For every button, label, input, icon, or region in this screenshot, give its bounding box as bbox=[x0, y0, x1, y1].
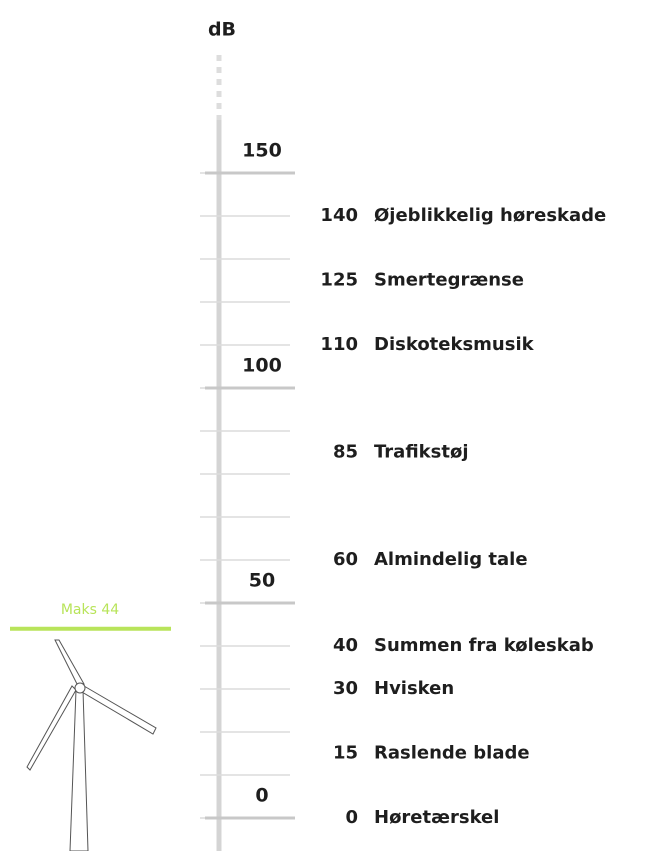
level-value: 40 bbox=[333, 635, 358, 656]
wind-turbine bbox=[27, 640, 156, 851]
level-value: 110 bbox=[320, 334, 358, 355]
level-label: Raslende blade bbox=[374, 743, 530, 764]
level-value: 15 bbox=[333, 743, 358, 764]
level-label: Almindelig tale bbox=[374, 549, 528, 570]
level-value: 0 bbox=[345, 807, 358, 828]
level-label: Summen fra køleskab bbox=[374, 635, 594, 656]
level-label: Øjeblikkelig høreskade bbox=[374, 205, 606, 226]
max-label: Maks 44 bbox=[61, 602, 119, 618]
level-label: Smertegrænse bbox=[374, 270, 524, 291]
level-label: Trafikstøj bbox=[374, 442, 469, 463]
y-tick-label: 0 bbox=[255, 785, 268, 807]
level-label: Hvisken bbox=[374, 678, 454, 699]
level-value: 125 bbox=[320, 270, 358, 291]
level-value: 140 bbox=[320, 205, 358, 226]
y-tick-label: 100 bbox=[242, 355, 282, 377]
level-value: 30 bbox=[333, 678, 358, 699]
y-tick-label: 150 bbox=[242, 140, 282, 162]
chart: dB 050100150140Øjeblikkelig høreskade125… bbox=[0, 0, 671, 851]
level-label: Diskoteksmusik bbox=[374, 334, 535, 355]
y-tick-label: 50 bbox=[249, 570, 275, 592]
level-value: 85 bbox=[333, 442, 358, 463]
level-label: Høretærskel bbox=[374, 807, 499, 828]
level-value: 60 bbox=[333, 549, 358, 570]
axis-label: dB bbox=[208, 19, 236, 41]
